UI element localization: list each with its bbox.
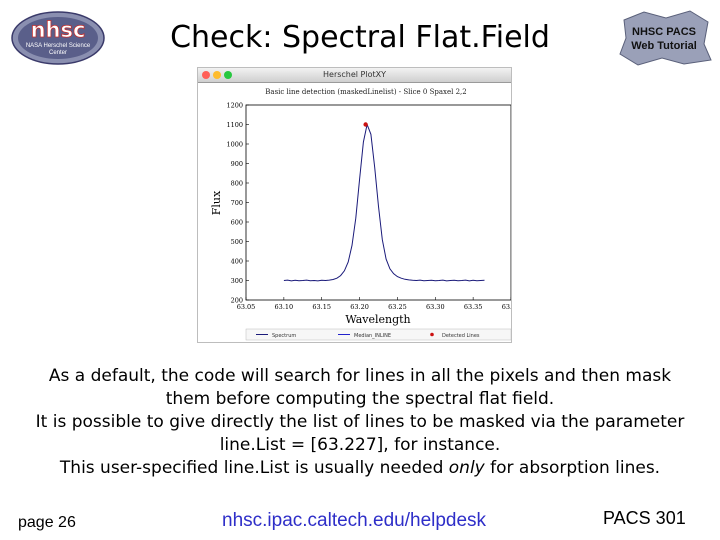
y-tick-label: 600 [231, 219, 243, 227]
window-zoom-button[interactable] [224, 71, 232, 79]
pacs-tutorial-logo: NHSC PACS Web Tutorial [614, 8, 714, 68]
y-tick-label: 900 [231, 160, 243, 168]
y-tick-label: 300 [231, 277, 243, 285]
svg-text:Web Tutorial: Web Tutorial [631, 40, 697, 52]
plot-window: Herschel PlotXY Basic line detection (ma… [197, 67, 512, 343]
y-tick-label: 400 [231, 258, 243, 266]
explanation-text: As a default, the code will search for l… [20, 365, 700, 480]
x-tick-label: 63.10 [275, 303, 294, 311]
series-line-spectrum [283, 122, 485, 282]
y-tick-label: 1100 [226, 121, 243, 129]
nhsc-logo: nhsc NASA Herschel Science Center [10, 10, 106, 66]
x-tick-label: 63.30 [426, 303, 445, 311]
body-line-5: This user-specified line.List is usually… [20, 457, 700, 480]
chart-title: Basic line detection (maskedLinelist) - … [265, 88, 467, 96]
x-tick-label: 63.20 [350, 303, 369, 311]
y-axis-ticks: 200 300 400 500 600 700 800 900 1000 1100 1200 [226, 102, 249, 305]
x-tick-label: 63.25 [388, 303, 407, 311]
window-close-button[interactable] [202, 71, 210, 79]
spectrum-chart: Basic line detection (maskedLinelist) - … [210, 88, 511, 341]
legend-entry: Median_INLINE [354, 333, 391, 339]
y-tick-label: 700 [231, 199, 243, 207]
body-line-3: It is possible to give directly the list… [35, 412, 685, 432]
x-tick-label: 63.15 [312, 303, 331, 311]
detected-line-point [363, 122, 368, 127]
svg-text:nhsc: nhsc [31, 18, 86, 42]
y-tick-label: 1000 [226, 141, 243, 149]
x-axis-label: Wavelength [345, 313, 410, 326]
legend-entry: Detected Lines [442, 333, 480, 339]
chart-legend: Spectrum Median_INLINE Detected Lines [245, 328, 511, 341]
legend-entry: Spectrum [272, 333, 296, 339]
y-tick-label: 500 [231, 238, 243, 246]
course-label: PACS 301 [603, 508, 686, 528]
y-tick-label: 800 [231, 180, 243, 188]
svg-text:NHSC PACS: NHSC PACS [632, 26, 696, 38]
x-tick-label: 63.35 [464, 303, 483, 311]
y-axis-label: Flux [210, 190, 223, 215]
body-emphasis: only [448, 458, 485, 478]
helpdesk-link[interactable]: nhsc.ipac.caltech.edu/helpdesk [222, 510, 487, 531]
window-title: Herschel PlotXY [323, 70, 386, 79]
x-axis-ticks: 63.05 63.10 63.15 63.20 63.25 63.30 63.35 63.40 [237, 297, 511, 311]
page-number: page 26 [18, 514, 76, 531]
svg-text:Center: Center [49, 50, 67, 56]
x-tick-label: 63.40 [502, 303, 511, 311]
svg-text:NASA Herschel Science: NASA Herschel Science [26, 43, 91, 49]
body-line-5-end: for absorption lines. [484, 458, 661, 478]
body-line-5-start: This user-specified line.List is usually… [59, 458, 449, 478]
x-tick-label: 63.05 [237, 303, 256, 311]
window-titlebar: Herschel PlotXY [198, 68, 511, 83]
y-tick-label: 1200 [226, 102, 243, 110]
y-tick-label: 200 [231, 297, 243, 305]
slide-title: Check: Spectral Flat.Field [170, 20, 550, 55]
body-line-1: As a default, the code will search for l… [48, 366, 672, 386]
body-line-4: line.List = [63.227], for instance. [219, 435, 501, 455]
body-line-2: them before computing the spectral flat … [165, 389, 555, 409]
window-minimize-button[interactable] [213, 71, 221, 79]
legend-marker [430, 332, 434, 337]
